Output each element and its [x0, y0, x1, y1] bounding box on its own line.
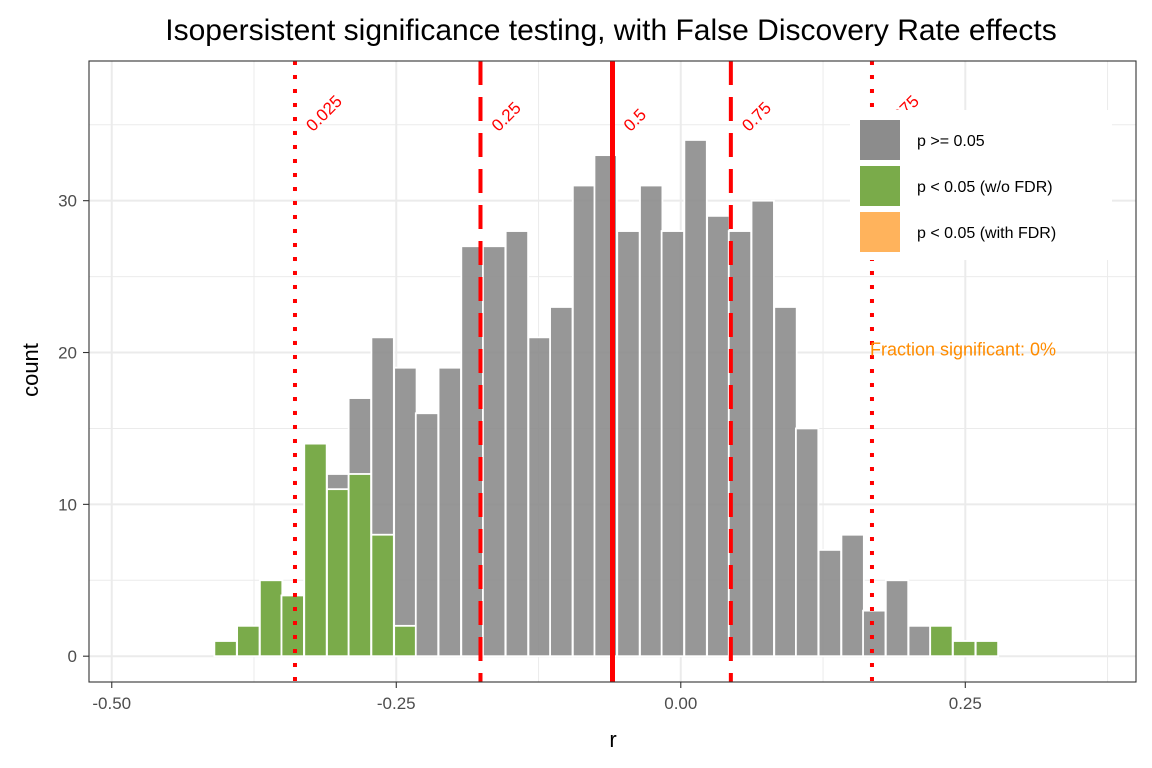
- legend-key: [860, 212, 900, 252]
- histogram-bar: [817, 549, 842, 658]
- legend-label: p < 0.05 (w/o FDR): [917, 179, 1053, 196]
- histogram-bar: [549, 306, 574, 658]
- histogram-bar-significant: [929, 624, 954, 658]
- x-axis: -0.50 -0.25 0.00 0.25: [92, 682, 982, 713]
- histogram-bar: [639, 184, 664, 658]
- histogram-bar: [683, 139, 708, 658]
- histogram-bar-significant: [303, 442, 328, 658]
- quantile-label: 0.25: [488, 98, 525, 135]
- y-tick-label: 30: [58, 192, 77, 211]
- histogram-bar-significant: [370, 533, 395, 658]
- y-axis: 0 10 20 30: [58, 192, 89, 666]
- histogram-bar: [773, 306, 798, 658]
- fraction-significant-annotation: Fraction significant: 0%: [870, 339, 1056, 359]
- x-tick-label: -0.25: [377, 694, 416, 713]
- histogram-bar: [907, 624, 932, 658]
- panel-border: [88, 60, 1137, 683]
- x-tick-label: 0.00: [664, 694, 697, 713]
- x-tick-label: -0.50: [92, 694, 131, 713]
- x-axis-title: r: [609, 727, 616, 752]
- histogram-bar: [706, 214, 731, 658]
- histogram-bar-significant: [952, 640, 977, 658]
- legend-key: [860, 120, 900, 160]
- quantile-label: 0.5: [620, 105, 650, 135]
- histogram-bar: [437, 366, 462, 658]
- legend-key: [860, 166, 900, 206]
- histogram-bar: [393, 366, 418, 658]
- quantile-label: 0.025: [302, 92, 346, 136]
- histogram-bar: [414, 412, 440, 658]
- x-tick-label: 0.25: [949, 694, 982, 713]
- y-axis-title: count: [18, 343, 43, 397]
- histogram-bar-significant: [393, 624, 418, 658]
- histogram-bar-significant: [974, 640, 1000, 658]
- histogram-bar: [750, 199, 775, 658]
- legend-label: p < 0.05 (with FDR): [917, 225, 1056, 242]
- histogram-bar: [884, 579, 910, 658]
- histogram-bar: [794, 427, 820, 658]
- histogram-bar-significant: [280, 594, 305, 658]
- histogram-bar: [527, 336, 552, 658]
- legend-label: p >= 0.05: [917, 133, 985, 150]
- legend: p >= 0.05 p < 0.05 (w/o FDR) p < 0.05 (wit…: [850, 110, 1112, 260]
- histogram-bar: [660, 230, 685, 658]
- y-tick-label: 10: [58, 495, 77, 514]
- histogram-bar-significant: [258, 579, 284, 658]
- histogram-bar: [571, 184, 597, 658]
- y-tick-label: 0: [68, 647, 77, 666]
- histogram-bar-significant: [213, 640, 238, 658]
- histogram-bar: [482, 245, 507, 658]
- histogram-bar-significant: [236, 624, 261, 658]
- chart-title: Isopersistent significance testing, with…: [165, 14, 1057, 47]
- histogram-bar: [840, 533, 865, 658]
- y-tick-label: 20: [58, 344, 77, 363]
- histogram-bar-significant: [326, 488, 351, 658]
- histogram-bar-significant: [347, 473, 372, 658]
- histogram-bar: [460, 245, 485, 658]
- histogram-bar: [862, 609, 887, 658]
- histogram-bar: [504, 230, 530, 658]
- quantile-label: 0.75: [738, 98, 775, 135]
- histogram-bar: [616, 230, 641, 658]
